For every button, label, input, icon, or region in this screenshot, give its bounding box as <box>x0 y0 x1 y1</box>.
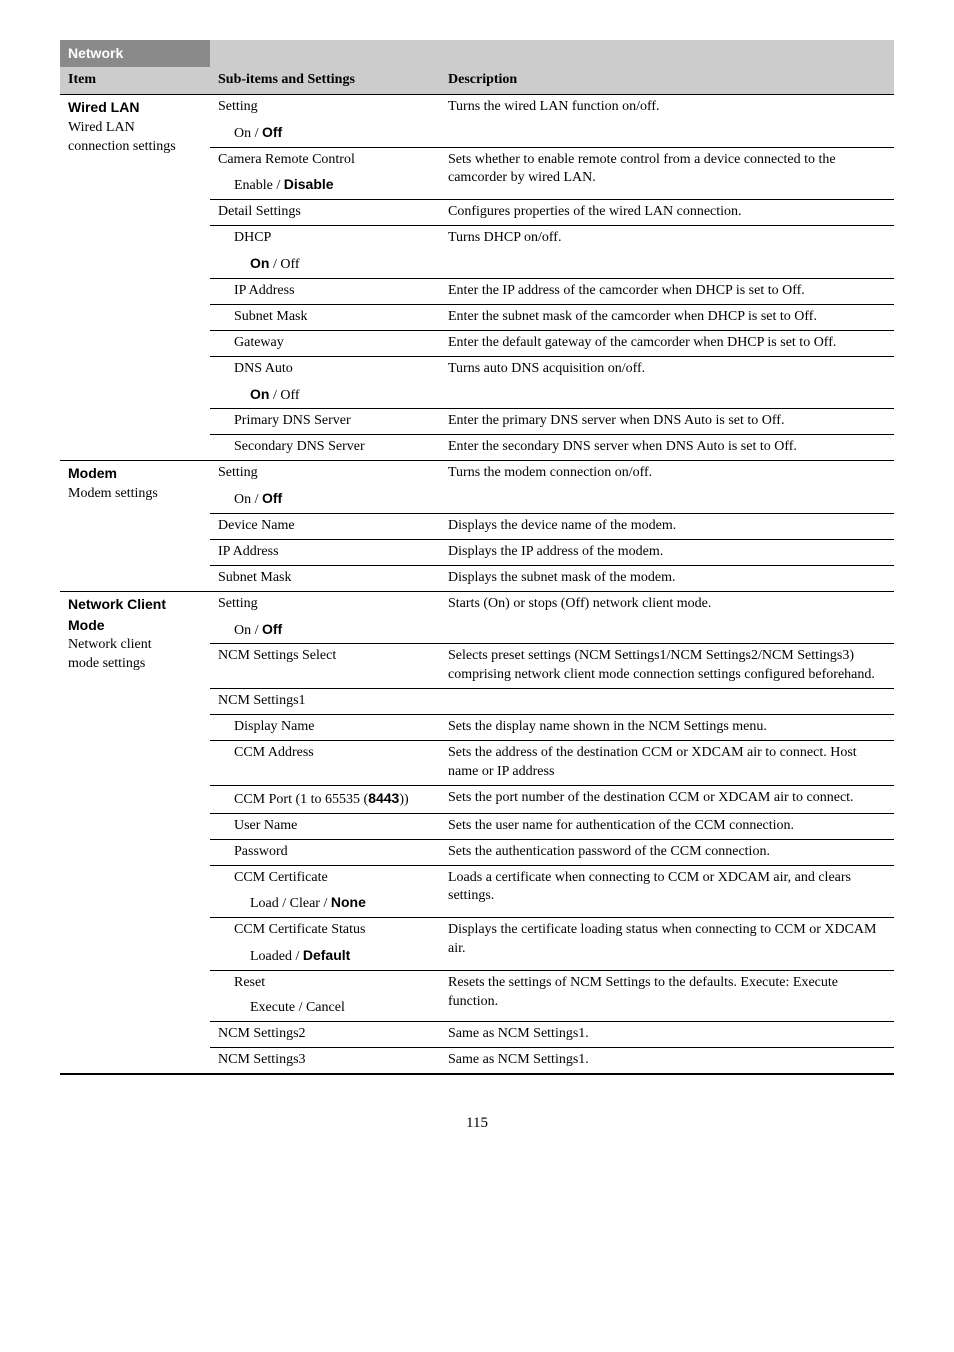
modem-device-desc: Displays the device name of the modem. <box>440 514 894 540</box>
ncm-s3-label: NCM Settings3 <box>210 1047 440 1072</box>
dnsauto-opt: On / Off <box>210 382 440 409</box>
ncm-ccmcert-label: CCM Certificate <box>210 865 440 890</box>
modem-ip-label: IP Address <box>210 539 440 565</box>
subnet-label: Subnet Mask <box>210 304 440 330</box>
ncm-sub2: mode settings <box>68 656 145 671</box>
modem-setting-opt: On / Off <box>210 486 440 513</box>
ncm-pass-label: Password <box>210 839 440 865</box>
ncm-ccmport-desc: Sets the port number of the destination … <box>440 785 894 813</box>
gateway-label: Gateway <box>210 330 440 356</box>
modem-device-label: Device Name <box>210 514 440 540</box>
modem-subnet-label: Subnet Mask <box>210 565 440 591</box>
subnet-desc: Enter the subnet mask of the camcorder w… <box>440 304 894 330</box>
primary-dns-desc: Enter the primary DNS server when DNS Au… <box>440 409 894 435</box>
modem-title: Modem <box>68 465 117 481</box>
item-ncm: Network Client Mode Network client mode … <box>60 591 210 1073</box>
ncm-select-desc: Selects preset settings (NCM Settings1/N… <box>440 644 894 689</box>
item-wired-lan: Wired LAN Wired LAN connection settings <box>60 94 210 460</box>
dnsauto-label: DNS Auto <box>210 356 440 381</box>
ncm-s1-desc <box>440 689 894 715</box>
ncm-s1-label: NCM Settings1 <box>210 689 440 715</box>
secondary-dns-desc: Enter the secondary DNS server when DNS … <box>440 435 894 460</box>
dhcp-opt: On / Off <box>210 251 440 278</box>
ncm-ccmport-label: CCM Port (1 to 65535 (8443)) <box>210 785 440 813</box>
ncm-display-desc: Sets the display name shown in the NCM S… <box>440 715 894 741</box>
ncm-s3-desc: Same as NCM Settings1. <box>440 1047 894 1072</box>
ncm-user-desc: Sets the user name for authentication of… <box>440 813 894 839</box>
modem-setting-label: Setting <box>210 461 440 486</box>
ncm-reset-desc: Resets the settings of NCM Settings to t… <box>440 971 894 1022</box>
wired-setting-label: Setting <box>210 94 440 119</box>
dhcp-desc: Turns DHCP on/off. <box>440 226 894 279</box>
ncm-ccmcertstatus-label: CCM Certificate Status <box>210 918 440 943</box>
wired-lan-sub2: connection settings <box>68 139 176 154</box>
secondary-dns-label: Secondary DNS Server <box>210 435 440 460</box>
ncm-display-label: Display Name <box>210 715 440 741</box>
ncm-user-label: User Name <box>210 813 440 839</box>
wired-lan-title: Wired LAN <box>68 99 139 115</box>
wired-setting-desc: Turns the wired LAN function on/off. <box>440 94 894 147</box>
primary-dns-label: Primary DNS Server <box>210 409 440 435</box>
camera-label: Camera Remote Control <box>210 147 440 172</box>
camera-opt: Enable / Disable <box>210 172 440 199</box>
ncm-s2-label: NCM Settings2 <box>210 1021 440 1047</box>
modem-sub: Modem settings <box>68 486 158 501</box>
header-sub: Sub-items and Settings <box>210 67 440 94</box>
ncm-select-label: NCM Settings Select <box>210 644 440 689</box>
dhcp-label: DHCP <box>210 226 440 251</box>
dnsauto-desc: Turns auto DNS acquisition on/off. <box>440 356 894 409</box>
ncm-setting-desc: Starts (On) or stops (Off) network clien… <box>440 591 894 644</box>
ip-desc: Enter the IP address of the camcorder wh… <box>440 279 894 305</box>
ncm-ccmcert-opt: Load / Clear / None <box>210 890 440 917</box>
ncm-reset-label: Reset <box>210 971 440 996</box>
modem-setting-desc: Turns the modem connection on/off. <box>440 461 894 514</box>
ncm-ccmcert-desc: Loads a certificate when connecting to C… <box>440 865 894 918</box>
ncm-sub1: Network client <box>68 637 152 652</box>
ncm-setting-label: Setting <box>210 591 440 616</box>
ncm-ccmcertstatus-desc: Displays the certificate loading status … <box>440 918 894 971</box>
header-desc: Description <box>440 67 894 94</box>
detail-desc: Configures properties of the wired LAN c… <box>440 200 894 226</box>
wired-setting-opt: On / Off <box>210 120 440 147</box>
ncm-ccmcertstatus-opt: Loaded / Default <box>210 943 440 970</box>
modem-ip-desc: Displays the IP address of the modem. <box>440 539 894 565</box>
ncm-s2-desc: Same as NCM Settings1. <box>440 1021 894 1047</box>
detail-label: Detail Settings <box>210 200 440 226</box>
modem-subnet-desc: Displays the subnet mask of the modem. <box>440 565 894 591</box>
ncm-setting-opt: On / Off <box>210 617 440 644</box>
gateway-desc: Enter the default gateway of the camcord… <box>440 330 894 356</box>
settings-table: Network Item Sub-items and Settings Desc… <box>60 40 894 1075</box>
ncm-ccmaddr-desc: Sets the address of the destination CCM … <box>440 741 894 786</box>
item-modem: Modem Modem settings <box>60 461 210 591</box>
header-row: Item Sub-items and Settings Description <box>60 67 894 94</box>
camera-desc: Sets whether to enable remote control fr… <box>440 147 894 200</box>
ncm-reset-opt: Execute / Cancel <box>210 996 440 1021</box>
section-header: Network <box>60 40 210 67</box>
ncm-title: Network Client Mode <box>68 596 166 633</box>
wired-lan-sub1: Wired LAN <box>68 120 135 135</box>
header-item: Item <box>60 67 210 94</box>
page-number: 115 <box>60 1115 894 1132</box>
ncm-ccmaddr-label: CCM Address <box>210 741 440 786</box>
ip-label: IP Address <box>210 279 440 305</box>
ncm-pass-desc: Sets the authentication password of the … <box>440 839 894 865</box>
